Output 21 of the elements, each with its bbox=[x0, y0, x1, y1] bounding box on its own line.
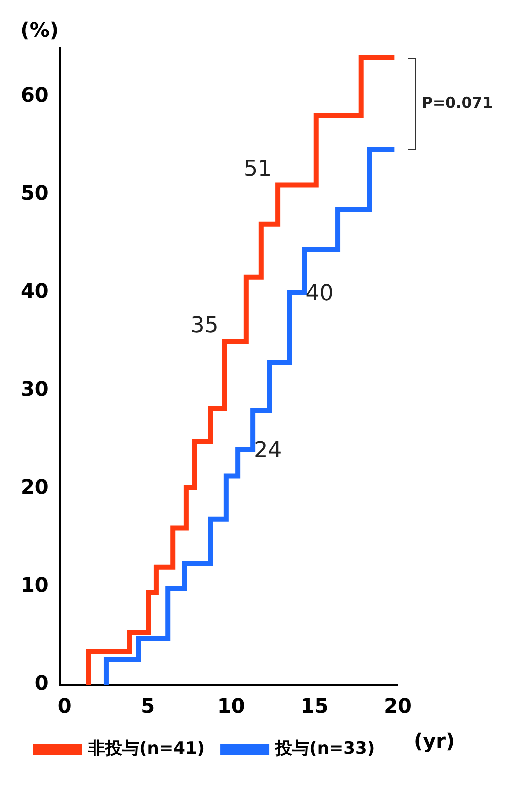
y-tick-label: 0 bbox=[34, 671, 49, 696]
annotation: 40 bbox=[306, 282, 334, 307]
x-tick-label: 5 bbox=[141, 694, 156, 718]
annotation: 51 bbox=[244, 156, 272, 182]
legend-label: 投与(n=33) bbox=[274, 738, 376, 759]
y-tick-label: 10 bbox=[20, 573, 49, 598]
x-tick-label: 15 bbox=[300, 694, 329, 718]
annotation: 24 bbox=[254, 438, 282, 464]
y-tick-label: 30 bbox=[20, 377, 49, 402]
y-tick-label: 60 bbox=[20, 83, 49, 108]
y-tick-label: 50 bbox=[20, 181, 49, 206]
y-tick-label: 40 bbox=[20, 279, 49, 304]
x-axis-title: (yr) bbox=[414, 729, 456, 754]
x-tick-label: 20 bbox=[384, 694, 412, 718]
legend-label: 非投与(n=41) bbox=[88, 738, 206, 759]
text: P=0.071 bbox=[422, 94, 494, 112]
y-axis-title: (%) bbox=[20, 18, 59, 42]
x-tick-label: 10 bbox=[217, 694, 246, 718]
annotation: 35 bbox=[190, 314, 219, 339]
x-tick-label: 0 bbox=[58, 694, 72, 718]
y-tick-label: 20 bbox=[20, 475, 49, 500]
